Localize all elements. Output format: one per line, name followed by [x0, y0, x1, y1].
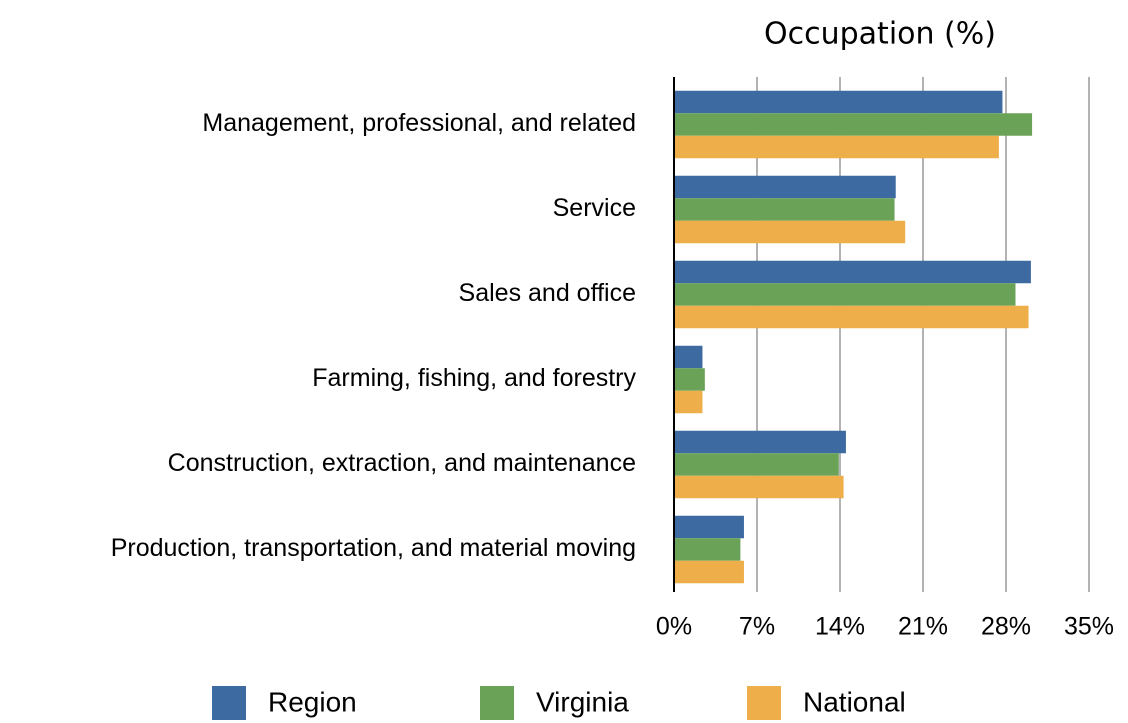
y-tick-label: Sales and office [459, 279, 636, 307]
bar [674, 390, 703, 414]
bar [674, 260, 1031, 284]
x-tick-label: 14% [815, 613, 865, 641]
bar [674, 135, 999, 159]
bar [674, 220, 906, 244]
legend-swatch [212, 686, 246, 720]
y-tick-label: Production, transportation, and material… [111, 534, 636, 562]
bar [674, 475, 844, 499]
bar [674, 453, 839, 476]
bar [674, 175, 896, 199]
y-tick-label: Service [553, 194, 636, 222]
x-tick-label: 28% [981, 613, 1031, 641]
bar [674, 368, 705, 391]
y-tick-label: Management, professional, and related [202, 109, 636, 137]
chart-title: Occupation (%) [764, 17, 996, 52]
x-tick-label: 21% [898, 613, 948, 641]
bar [674, 90, 1003, 114]
x-tick-label: 35% [1064, 613, 1114, 641]
y-tick-label: Farming, fishing, and forestry [312, 364, 636, 392]
bar [674, 305, 1029, 329]
bar [674, 113, 1033, 136]
legend-label: Region [268, 686, 357, 717]
legend-label: Virginia [536, 686, 629, 717]
legend-label: National [803, 686, 906, 717]
y-tick-label: Construction, extraction, and maintenanc… [168, 449, 636, 477]
bar [674, 430, 846, 454]
bar [674, 515, 744, 539]
x-tick-label: 7% [739, 613, 775, 641]
bar [674, 283, 1016, 306]
legend-swatch [480, 686, 514, 720]
bar [674, 345, 703, 369]
bar [674, 198, 895, 221]
bar [674, 538, 741, 561]
bar [674, 560, 744, 584]
x-tick-label: 0% [656, 613, 692, 641]
legend-swatch [747, 686, 781, 720]
